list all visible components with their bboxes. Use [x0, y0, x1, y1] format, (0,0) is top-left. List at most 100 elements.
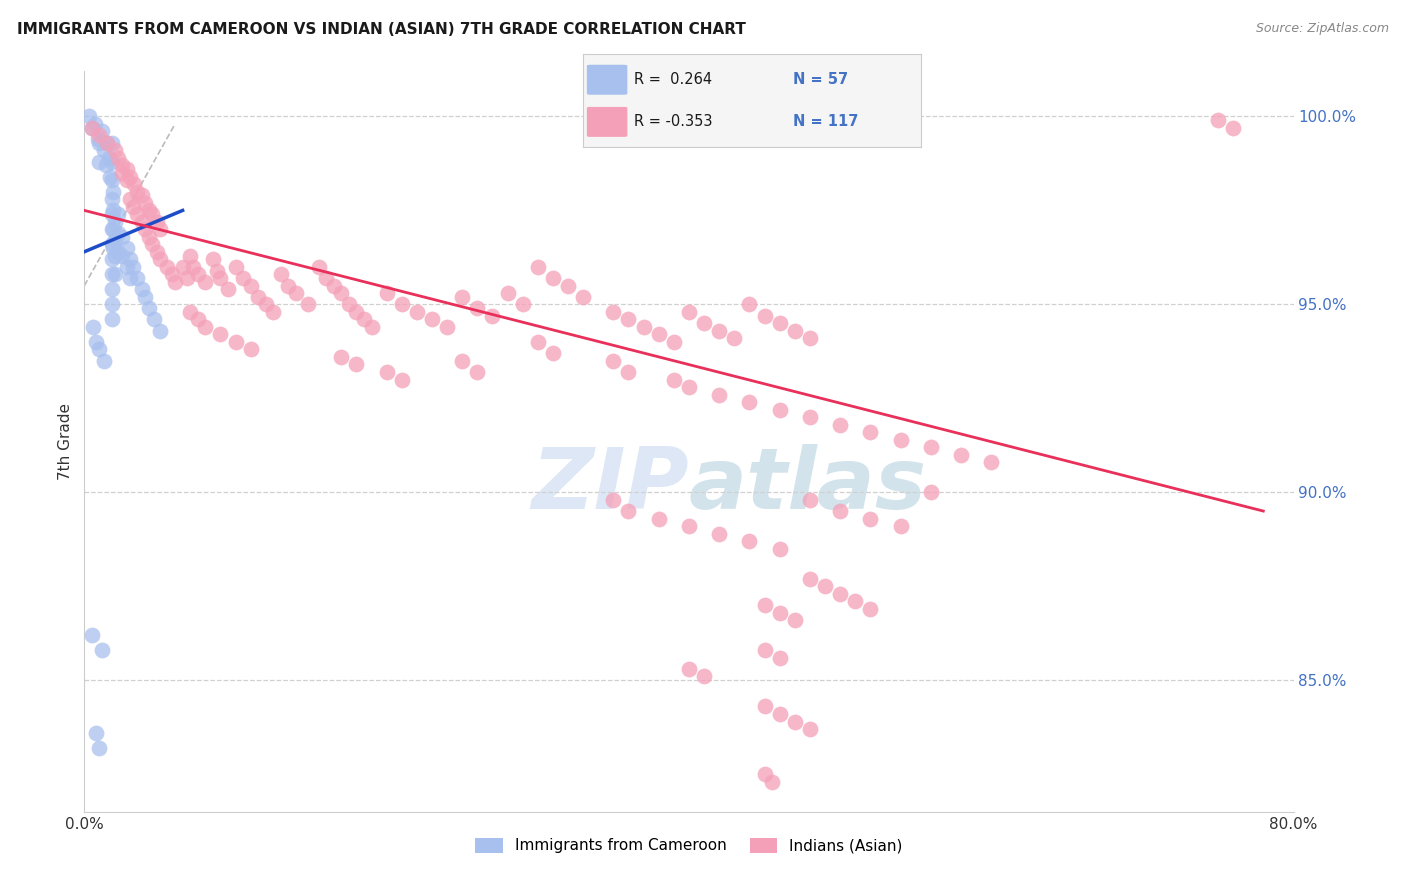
Point [391, 297, 413, 311]
Point [194, 319, 217, 334]
Point [761, 774, 783, 789]
Point [467, 301, 489, 315]
Point [100, 173, 122, 187]
Point [297, 297, 319, 311]
Point [602, 305, 624, 319]
Point [89, 343, 111, 357]
Point [678, 380, 700, 394]
Point [187, 268, 209, 282]
Point [769, 402, 792, 417]
Point [769, 650, 792, 665]
Point [277, 278, 299, 293]
Point [138, 229, 160, 244]
Point [814, 579, 837, 593]
Point [179, 248, 201, 262]
Point [134, 290, 156, 304]
Point [96, 136, 118, 150]
Point [662, 334, 685, 349]
Point [156, 260, 179, 274]
Point [80, 120, 103, 135]
Point [375, 365, 398, 379]
Text: R = -0.353: R = -0.353 [634, 114, 713, 129]
Point [91, 124, 114, 138]
Point [101, 222, 124, 236]
Point [420, 312, 443, 326]
Point [149, 252, 172, 267]
Point [980, 455, 1002, 469]
Point [799, 410, 821, 425]
Point [131, 282, 153, 296]
Point [859, 425, 882, 439]
Point [1206, 113, 1229, 128]
Point [100, 136, 122, 150]
Point [709, 526, 731, 541]
Point [209, 327, 232, 342]
Point [104, 143, 127, 157]
Point [100, 252, 122, 267]
Point [138, 301, 160, 315]
Legend: Immigrants from Cameroon, Indians (Asian): Immigrants from Cameroon, Indians (Asian… [470, 831, 908, 860]
Point [107, 151, 129, 165]
Point [830, 417, 852, 432]
Point [115, 260, 138, 274]
Point [100, 237, 122, 252]
Point [920, 440, 942, 454]
Point [738, 534, 761, 549]
Point [527, 334, 550, 349]
Point [115, 241, 138, 255]
Point [859, 601, 882, 615]
Point [890, 433, 912, 447]
Point [950, 448, 973, 462]
Point [799, 722, 821, 736]
Point [115, 162, 138, 177]
Point [104, 268, 127, 282]
Point [100, 297, 122, 311]
Point [375, 286, 398, 301]
Point [118, 192, 141, 206]
Point [93, 143, 115, 157]
Point [648, 511, 671, 525]
Point [111, 166, 134, 180]
Point [467, 365, 489, 379]
Point [617, 365, 640, 379]
Point [176, 271, 198, 285]
Point [330, 350, 353, 364]
Point [201, 252, 224, 267]
Point [678, 305, 700, 319]
Point [920, 485, 942, 500]
Point [830, 504, 852, 518]
Point [107, 244, 129, 259]
Point [799, 492, 821, 507]
Point [859, 511, 882, 525]
Point [1222, 120, 1244, 135]
Point [111, 158, 134, 172]
Point [738, 297, 761, 311]
Point [118, 271, 141, 285]
Text: IMMIGRANTS FROM CAMEROON VS INDIAN (ASIAN) 7TH GRADE CORRELATION CHART: IMMIGRANTS FROM CAMEROON VS INDIAN (ASIA… [17, 22, 745, 37]
FancyBboxPatch shape [586, 107, 627, 136]
Point [146, 215, 169, 229]
Point [225, 334, 247, 349]
Point [104, 215, 127, 229]
Point [541, 271, 564, 285]
Point [209, 271, 232, 285]
Point [678, 662, 700, 676]
Text: Source: ZipAtlas.com: Source: ZipAtlas.com [1256, 22, 1389, 36]
Point [527, 260, 550, 274]
Point [80, 628, 103, 642]
Text: N = 57: N = 57 [793, 72, 848, 87]
Point [693, 669, 716, 683]
Point [107, 226, 129, 240]
Point [769, 706, 792, 721]
Point [315, 271, 337, 285]
Point [141, 237, 163, 252]
Point [207, 263, 229, 277]
Point [769, 316, 792, 330]
Point [769, 541, 792, 556]
Point [262, 305, 284, 319]
Point [160, 268, 183, 282]
Point [783, 714, 806, 729]
Point [769, 606, 792, 620]
Point [100, 192, 122, 206]
Point [149, 222, 172, 236]
